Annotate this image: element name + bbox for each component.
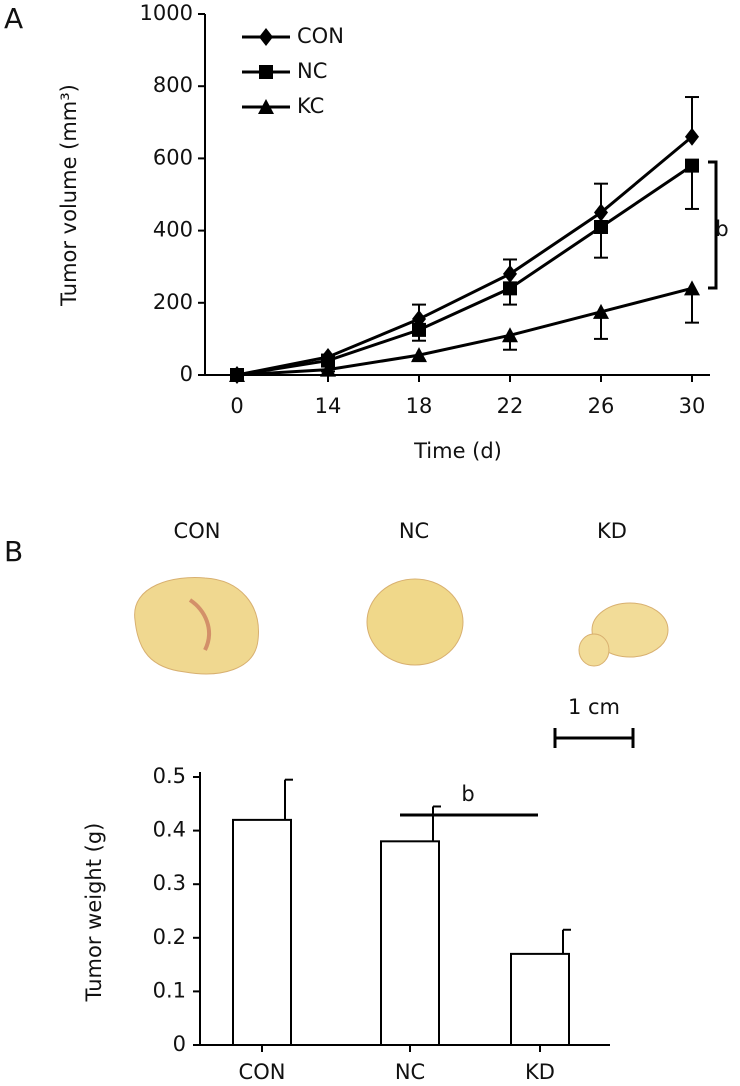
marker [258, 99, 274, 114]
panel-label: B [4, 535, 23, 568]
scale-bar [553, 728, 635, 748]
annotation: b [715, 217, 728, 241]
y-tick-label: 0.2 [153, 925, 186, 949]
x-tick-label: 14 [315, 394, 342, 418]
legend-label: KC [297, 94, 324, 118]
marker [685, 158, 699, 173]
photo-label: NC [399, 519, 429, 543]
x-axis-label: Time (d) [413, 439, 502, 463]
x-tick-label: KD [525, 1060, 555, 1084]
y-tick-label: 0.3 [153, 871, 186, 895]
marker [594, 219, 608, 234]
marker [502, 327, 518, 343]
tumor-photo [591, 602, 669, 658]
y-tick-label: 1000 [140, 1, 193, 25]
scale-bar-label: 1 cm [568, 695, 620, 719]
line [236, 164, 693, 377]
x-tick-label: 30 [679, 394, 706, 418]
significance-bracket [708, 160, 718, 290]
marker [503, 281, 517, 296]
x-tick-label: 0 [230, 394, 243, 418]
photo-label: KD [597, 519, 627, 543]
y-tick-label: 200 [153, 290, 193, 314]
y-axis-label: Tumor weight (g) [82, 823, 106, 1003]
marker [259, 28, 273, 46]
y-tick-label: 600 [153, 145, 193, 169]
marker [259, 65, 273, 79]
y-tick-label: 0.4 [153, 818, 186, 842]
bar [380, 840, 440, 1046]
tumor-photo [366, 578, 464, 666]
marker [411, 347, 427, 363]
y-tick-label: 0 [173, 1032, 186, 1056]
marker [594, 203, 608, 222]
annotation: b [461, 782, 474, 806]
y-axis-label: Tumor volume (mm³) [57, 84, 81, 307]
y-tick-label: 0.1 [153, 978, 186, 1002]
photo-label: CON [174, 519, 221, 543]
bar [232, 818, 292, 1046]
marker [229, 367, 245, 382]
x-tick-label: 26 [588, 394, 615, 418]
marker [320, 361, 336, 377]
tumor-photos [134, 577, 669, 675]
legend-label: NC [297, 59, 327, 83]
marker [503, 264, 517, 283]
line [236, 135, 693, 377]
marker [412, 322, 426, 337]
legend-label: CON [297, 24, 344, 48]
x-tick-label: 22 [497, 394, 524, 418]
y-tick-label: 800 [153, 73, 193, 97]
panel-label: A [4, 2, 23, 35]
y-tick-label: 0.5 [153, 764, 186, 788]
line [236, 286, 693, 377]
marker [684, 280, 700, 296]
marker [685, 127, 699, 146]
x-tick-label: 18 [406, 394, 433, 418]
x-tick-label: NC [395, 1060, 425, 1084]
y-tick-label: 0 [180, 362, 193, 386]
tumor-photo [578, 633, 610, 667]
bar [510, 952, 570, 1047]
marker [593, 303, 609, 319]
tumor-photo [134, 577, 259, 675]
x-tick-label: CON [239, 1060, 286, 1084]
y-tick-label: 400 [153, 218, 193, 242]
marker [321, 353, 335, 368]
